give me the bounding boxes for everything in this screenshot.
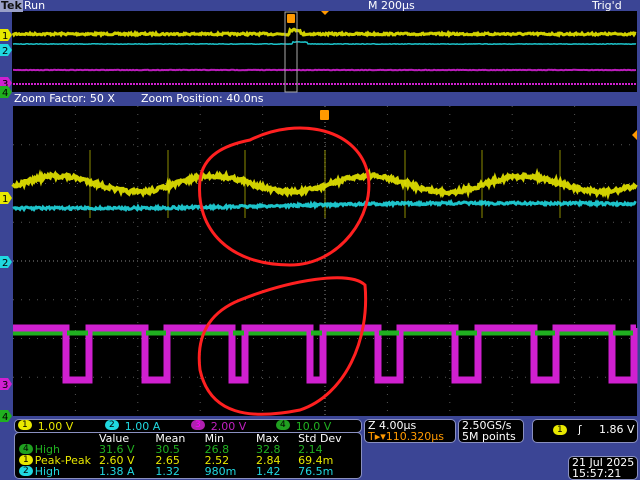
channel-badge: 2 [19,466,33,476]
channel-3-badge: 3 [191,420,205,430]
trigger-source-badge: 1 [553,425,567,435]
acquisition-state: Run [24,0,46,12]
channel-1-scale[interactable]: 1 1.00 V [18,420,73,433]
overview-channel-1-marker [0,29,12,41]
measurement-row[interactable]: 2 High 1.38 A 1.32 980m 1.42 76.5m [15,466,361,477]
overview-channel-1-trace [11,27,637,39]
measurement-std-dev: 2.14 [298,443,323,456]
measurement-name: Peak-Peak [34,454,91,467]
overview-channel-4-marker [0,86,12,98]
channel-badge: 4 [19,444,33,454]
measurement-row[interactable]: 1 Peak-Peak 2.60 V 2.65 2.52 2.84 69.4m [15,455,361,466]
acquisition-box[interactable]: 2.50GS/s 5M points [458,419,524,443]
channel-1-badge: 1 [18,420,32,430]
time: 15:57:21 [572,467,622,480]
trigger-position: 110.320µs [385,430,444,443]
channel-2-marker [0,256,12,268]
zoom-window-bracket [284,11,298,93]
channel-3-marker [0,378,12,390]
brand-logo: Tek [0,0,23,12]
channel-2-scale[interactable]: 2 1.00 A [105,420,160,433]
channel-3-scale[interactable]: 3 2.00 V [191,420,246,433]
channel-4-marker-label: 4 [2,412,8,423]
measurement-std-dev: 76.5m [298,465,334,478]
zoom-timebase-box[interactable]: Z 4.00µs T▸▾110.320µs [364,419,456,443]
header-mean: Mean [155,432,186,445]
header-value: Value [98,432,130,445]
trigger-marker-icon [320,110,329,120]
channel-1-scale-value: 1.00 V [37,420,74,433]
overview-channel-2-trace [12,40,637,46]
trigger-status: Trig'd [592,0,622,12]
channel-4-badge: 4 [276,420,290,430]
channel-badge: 1 [19,455,33,465]
overview-trigger-marker-icon [287,14,295,23]
channel-1-marker-label: 1 [2,194,8,205]
channel-2-badge: 2 [105,420,119,430]
trigger-box[interactable]: 1 ʃ 1.86 V [532,419,638,443]
timebase-readout: M 200µs [368,0,415,12]
overview-channel-1-marker-label: 1 [2,31,8,42]
measurement-min: 26.8 [204,443,230,456]
measurement-value: 31.6 V [98,443,135,456]
trigger-position-icon: T▸▾ [368,430,386,443]
channel-3-scale-value: 2.00 V [210,420,247,433]
header-min: Min [204,432,225,445]
record-length: 5M points [462,430,516,443]
channel-4-scale-value: 10.0 V [295,420,332,433]
measurement-mean: 30.5 [155,443,180,456]
overview-channel-2-marker-label: 2 [2,46,8,57]
measurement-value: 2.60 V [98,454,135,467]
annotation-circle [197,276,368,416]
measurement-min: 980m [204,465,237,478]
header-max: Max [256,432,279,445]
measurement-max: 1.42 [256,465,281,478]
header-std-dev: Std Dev [298,432,342,445]
measurement-name: High [34,443,61,456]
measurement-header-row: Value Mean Min Max Std Dev [15,433,361,444]
measurement-table: Value Mean Min Max Std Dev 4 High 31.6 V … [14,432,362,479]
trigger-position-marker-icon [321,11,329,15]
overview-channel-2-marker [0,44,12,56]
date: 21 Jul 2025 [572,456,635,469]
channel-4-scale[interactable]: 4 10.0 V [276,420,331,433]
measurement-max: 2.84 [256,454,281,467]
annotation-circle [198,126,371,267]
trigger-level-marker-icon [632,130,637,140]
channel-1-marker [0,192,12,204]
channel-4-marker [0,410,12,422]
zoom-position: Zoom Position: 40.0ns [141,92,264,105]
channel-2-marker-label: 2 [2,258,8,269]
rising-edge-icon: ʃ [578,423,582,436]
measurement-mean: 1.32 [155,465,180,478]
measurement-value: 1.38 A [98,465,135,478]
channel-scale-bar: 1 1.00 V 2 1.00 A 3 2.00 V 4 10.0 V [14,419,362,433]
zoom-factor: Zoom Factor: 50 X [14,92,115,105]
datetime-box: 21 Jul 2025 15:57:21 [568,456,638,480]
channel-3-trace [13,324,638,384]
trigger-level: 1.86 V [599,423,635,436]
measurement-max: 32.8 [256,443,281,456]
measurement-row[interactable]: 4 High 31.6 V 30.5 26.8 32.8 2.14 [15,444,361,455]
zoom-scale: Z 4.00µs [368,419,417,432]
measurement-min: 2.52 [204,454,230,467]
sample-rate: 2.50GS/s [462,419,512,432]
measurement-name: High [34,465,61,478]
channel-3-marker-label: 3 [2,380,8,391]
overview-channel-4-marker-label: 4 [2,88,8,99]
measurement-std-dev: 69.4m [298,454,334,467]
measurement-mean: 2.65 [155,454,180,467]
channel-2-trace [12,198,637,213]
channel-2-scale-value: 1.00 A [124,420,161,433]
overview-plot [12,11,637,92]
overview-channel-3-marker-label: 3 [2,79,8,90]
